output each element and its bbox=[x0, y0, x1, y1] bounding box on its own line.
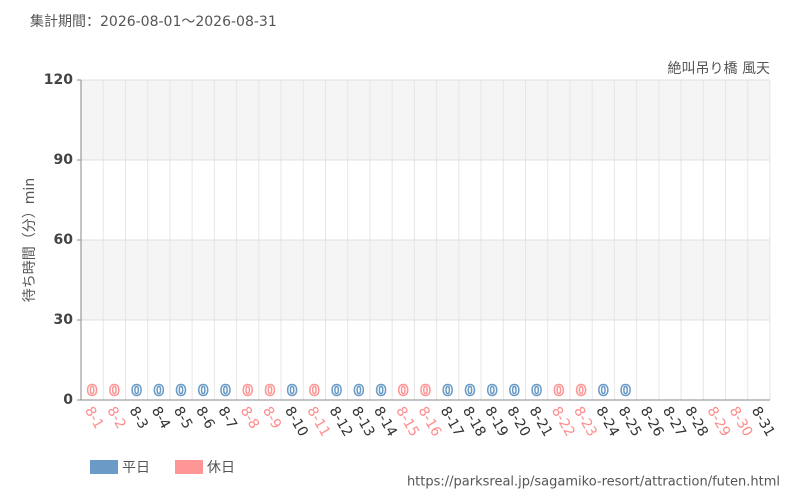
legend-label: 平日 bbox=[122, 460, 150, 476]
data-label: 0 bbox=[309, 382, 319, 400]
x-tick-label: 8-7 bbox=[215, 404, 240, 432]
data-label: 0 bbox=[87, 382, 97, 400]
data-label: 0 bbox=[376, 382, 386, 400]
y-tick-label: 60 bbox=[54, 232, 74, 248]
legend-swatch bbox=[90, 460, 118, 474]
x-tick-label: 8-31 bbox=[748, 404, 778, 440]
data-label: 0 bbox=[531, 382, 541, 400]
y-axis-label: 待ち時間（分）min bbox=[22, 178, 38, 302]
y-tick-label: 0 bbox=[63, 392, 73, 408]
data-label: 0 bbox=[420, 382, 430, 400]
data-label: 0 bbox=[287, 382, 297, 400]
data-label: 0 bbox=[443, 382, 453, 400]
x-tick-label: 8-2 bbox=[103, 404, 128, 432]
data-label: 0 bbox=[154, 382, 164, 400]
grid-band bbox=[81, 240, 770, 320]
grid-band bbox=[81, 80, 770, 160]
x-tick-label: 8-5 bbox=[170, 404, 195, 432]
data-label: 0 bbox=[331, 382, 341, 400]
data-label: 0 bbox=[398, 382, 408, 400]
data-label: 0 bbox=[598, 382, 608, 400]
data-label: 0 bbox=[620, 382, 630, 400]
chart-title: 集計期間：2026-08-01～2026-08-31 bbox=[30, 13, 277, 30]
data-label: 0 bbox=[487, 382, 497, 400]
data-label: 0 bbox=[242, 382, 252, 400]
y-tick-label: 90 bbox=[54, 152, 74, 168]
legend-swatch bbox=[175, 460, 203, 474]
y-tick-label: 120 bbox=[44, 72, 73, 88]
y-tick-label: 30 bbox=[54, 312, 74, 328]
chart-subtitle: 絶叫吊り橋 風天 bbox=[668, 61, 770, 77]
data-label: 0 bbox=[265, 382, 275, 400]
data-label: 0 bbox=[576, 382, 586, 400]
x-tick-label: 8-9 bbox=[259, 404, 284, 432]
x-tick-label: 8-3 bbox=[126, 404, 151, 432]
data-label: 0 bbox=[554, 382, 564, 400]
data-label: 0 bbox=[176, 382, 186, 400]
data-label: 0 bbox=[354, 382, 364, 400]
data-label: 0 bbox=[220, 382, 230, 400]
data-label: 0 bbox=[131, 382, 141, 400]
x-tick-label: 8-8 bbox=[237, 404, 262, 432]
x-tick-label: 8-1 bbox=[81, 404, 106, 432]
x-tick-label: 8-4 bbox=[148, 404, 173, 432]
source-url: https://parksreal.jp/sagamiko-resort/att… bbox=[407, 475, 780, 490]
data-label: 0 bbox=[465, 382, 475, 400]
data-label: 0 bbox=[198, 382, 208, 400]
legend-label: 休日 bbox=[207, 460, 235, 476]
x-tick-label: 8-6 bbox=[192, 404, 217, 432]
data-label: 0 bbox=[109, 382, 119, 400]
data-label: 0 bbox=[509, 382, 519, 400]
